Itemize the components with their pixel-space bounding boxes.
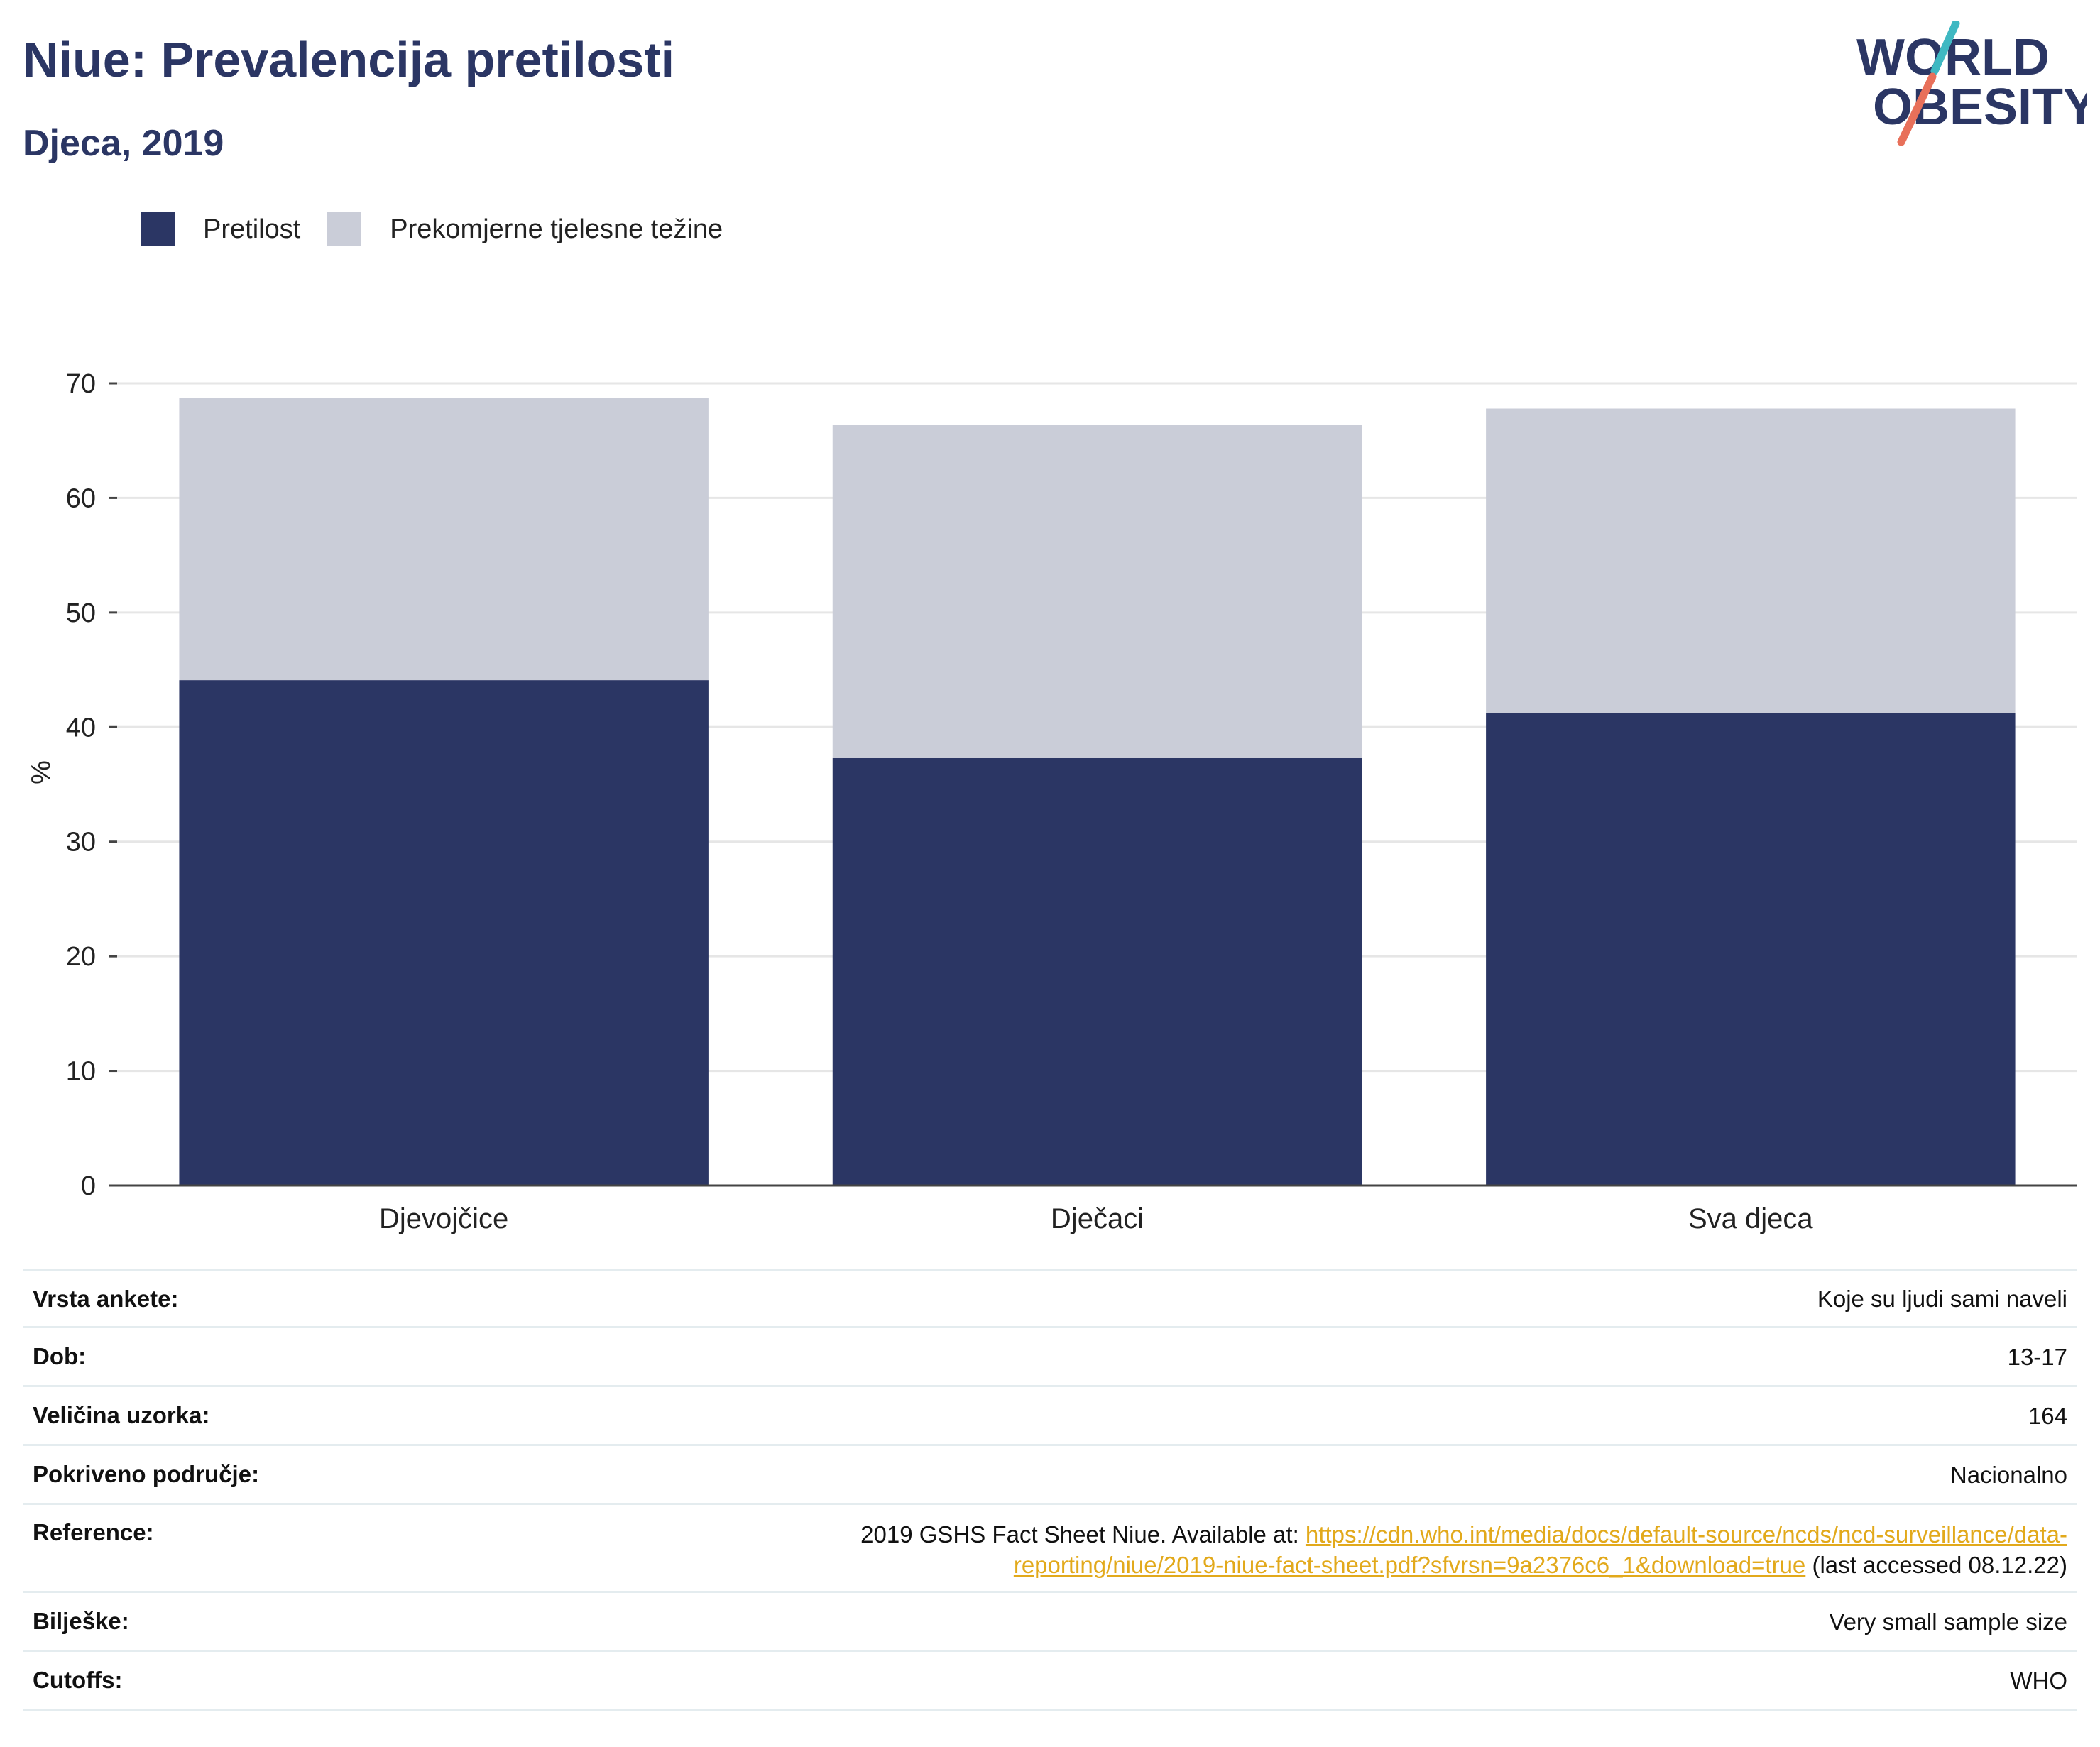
info-row-survey-type: Vrsta ankete: Koje su ljudi sami naveli xyxy=(23,1269,2077,1328)
legend-swatch-overweight xyxy=(327,212,362,246)
info-row-sample-size: Veličina uzorka: 164 xyxy=(23,1387,2077,1446)
survey-info-table: Vrsta ankete: Koje su ljudi sami naveli … xyxy=(23,1269,2077,1711)
info-row-cutoffs: Cutoffs: WHO xyxy=(23,1652,2077,1711)
y-tick-label: 20 xyxy=(66,942,96,972)
logo-slash-coral xyxy=(1897,72,1937,146)
legend-swatch-obesity xyxy=(141,212,175,246)
info-label: Veličina uzorka: xyxy=(33,1402,210,1428)
x-tick-label: Dječaci xyxy=(1051,1203,1144,1234)
legend-label-obesity: Pretilost xyxy=(203,214,301,244)
info-value: 13-17 xyxy=(2007,1343,2067,1370)
x-tick-label: Sva djeca xyxy=(1688,1203,1813,1234)
bar-overweight-1[interactable] xyxy=(832,425,1362,758)
x-tick-label: Djevojčice xyxy=(379,1203,508,1234)
reference-suffix: (last accessed 08.12.22) xyxy=(1805,1552,2067,1578)
info-row-age: Dob: 13-17 xyxy=(23,1328,2077,1387)
page-title: Niue: Prevalencija pretilosti xyxy=(23,32,675,87)
y-tick-label: 40 xyxy=(66,713,96,743)
legend-item-overweight[interactable]: Prekomjerne tjelesne težine xyxy=(327,212,723,246)
y-axis-label: % xyxy=(26,760,56,784)
bar-obesity-2[interactable] xyxy=(1486,713,2016,1185)
bar-overweight-2[interactable] xyxy=(1486,408,2016,713)
y-tick-label: 60 xyxy=(66,483,96,513)
world-obesity-logo: WORLD OBESITY xyxy=(1856,21,2087,146)
y-tick-label: 10 xyxy=(66,1057,96,1087)
info-label: Bilješke: xyxy=(33,1608,129,1634)
bar-overweight-0[interactable] xyxy=(179,398,709,681)
logo-slash-teal xyxy=(1930,21,1960,75)
bars xyxy=(179,398,2016,1185)
legend-item-obesity[interactable]: Pretilost xyxy=(141,212,300,246)
reference-link-continued[interactable]: reporting/niue/2019-niue-fact-sheet.pdf?… xyxy=(1013,1552,1806,1578)
legend-label-overweight: Prekomjerne tjelesne težine xyxy=(390,214,723,244)
info-value: Very small sample size xyxy=(1829,1608,2067,1635)
y-tick-label: 30 xyxy=(66,828,96,858)
reference-link[interactable]: https://cdn.who.int/media/docs/default-s… xyxy=(1305,1521,2067,1548)
info-row-notes: Bilješke: Very small sample size xyxy=(23,1593,2077,1652)
y-tick-label: 0 xyxy=(81,1171,96,1201)
info-value: Koje su ljudi sami naveli xyxy=(1817,1286,2067,1312)
y-tick-label: 70 xyxy=(66,369,96,399)
info-label: Vrsta ankete: xyxy=(33,1285,179,1312)
info-value: Nacionalno xyxy=(1949,1461,2067,1488)
info-label: Reference: xyxy=(33,1519,154,1545)
info-row-coverage: Pokriveno područje: Nacionalno xyxy=(23,1446,2077,1505)
info-label: Cutoffs: xyxy=(33,1667,123,1693)
info-value: 164 xyxy=(2028,1402,2067,1429)
page-subtitle: Djeca, 2019 xyxy=(23,123,224,164)
reference-citation: 2019 GSHS Fact Sheet Niue. Available at:… xyxy=(860,1519,2067,1580)
axes: 0 10 20 30 40 50 60 70 Djevojčice Dječaci Sva djec… xyxy=(66,369,2077,1234)
info-value: WHO xyxy=(2010,1667,2067,1694)
info-label: Pokriveno područje: xyxy=(33,1461,260,1487)
stacked-bar-chart: 0 10 20 30 40 50 60 70 Djevojčice Dječaci Sva djec… xyxy=(26,369,2077,1234)
info-row-reference: Reference: 2019 GSHS Fact Sheet Niue. Av… xyxy=(23,1505,2077,1593)
bar-obesity-0[interactable] xyxy=(179,680,709,1185)
y-tick-label: 50 xyxy=(66,598,96,628)
chart-legend: Pretilost Prekomjerne tjelesne težine xyxy=(141,210,750,248)
info-label: Dob: xyxy=(33,1343,87,1369)
bar-obesity-1[interactable] xyxy=(832,757,1362,1185)
reference-prefix: 2019 GSHS Fact Sheet Niue. Available at: xyxy=(860,1521,1306,1548)
